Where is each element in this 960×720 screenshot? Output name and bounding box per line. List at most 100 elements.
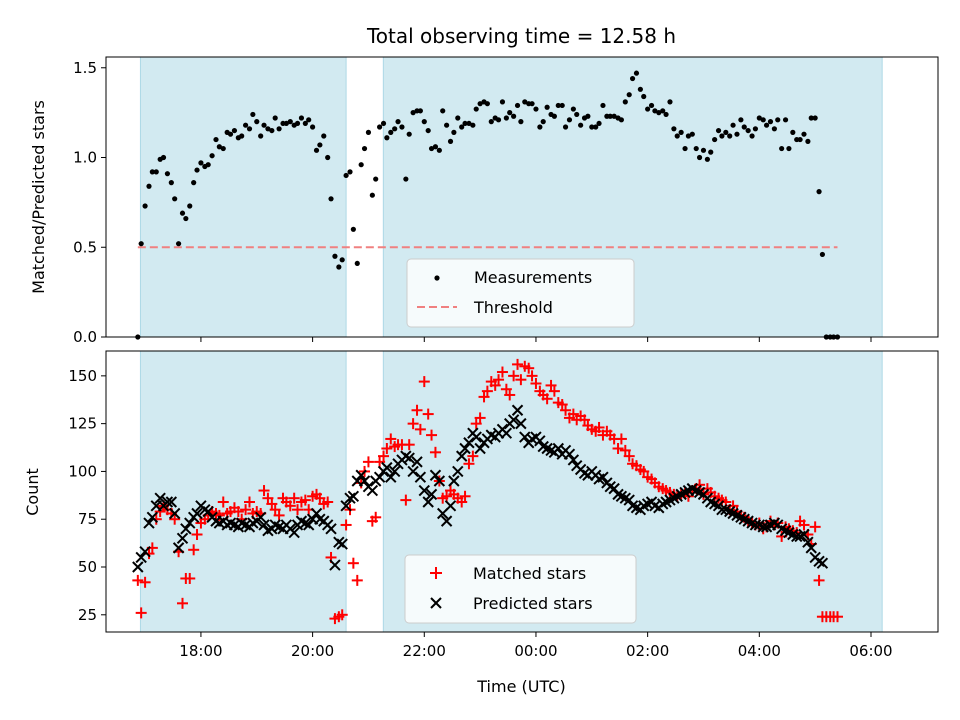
predicted-star-point (515, 417, 527, 430)
measurement-point (395, 119, 401, 125)
measurement-point (555, 102, 561, 109)
measurement-point (306, 117, 312, 123)
measurement-point (246, 126, 253, 132)
measurement-point (265, 126, 271, 132)
predicted-star-point (381, 461, 393, 474)
matched-star-point (541, 393, 553, 405)
measurement-point (138, 241, 144, 247)
measurement-point (779, 145, 785, 152)
measurement-point (566, 117, 573, 123)
measurement-point (499, 99, 506, 105)
legend-matched-marker (430, 567, 442, 579)
measurement-point (786, 145, 792, 152)
predicted-star-stroke (563, 448, 576, 460)
bottom-x-tick-label: 22:00 (403, 642, 446, 660)
predicted-star-stroke (578, 467, 591, 480)
matched-star-point (456, 496, 468, 508)
predicted-star-stroke (619, 492, 632, 504)
measurement-point (421, 119, 427, 125)
legend-predicted-label: Predicted stars (473, 594, 593, 613)
measurement-point (198, 160, 204, 166)
predicted-star-point (288, 526, 300, 539)
measurement-point (656, 110, 662, 116)
measurement-point (522, 99, 528, 105)
matched-star-point (385, 433, 397, 445)
matched-star-point (288, 492, 300, 504)
matched-star-point (407, 418, 419, 430)
predicted-star-point (448, 475, 460, 487)
matched-star-point (556, 399, 568, 411)
predicted-star-stroke (545, 444, 557, 457)
predicted-star-point (567, 454, 580, 466)
bottom-y-tick-label: 50 (78, 558, 97, 576)
matched-star-point (489, 379, 501, 391)
predicted-star-stroke (239, 519, 252, 531)
measurement-point (540, 119, 546, 125)
measurement-point (667, 99, 673, 105)
predicted-star-point (146, 511, 159, 524)
matched-star-point (299, 494, 311, 506)
predicted-star-point (165, 496, 178, 508)
measurement-point (417, 108, 423, 114)
measurement-point (574, 111, 580, 118)
measurement-point (325, 154, 331, 161)
matched-star-point (232, 506, 244, 518)
measurement-point (775, 117, 781, 123)
measurement-point (358, 162, 364, 168)
predicted-star-stroke (500, 427, 513, 439)
predicted-star-point (463, 437, 475, 449)
measurement-point (339, 257, 345, 263)
predicted-star-stroke (816, 557, 829, 569)
predicted-star-stroke (612, 488, 624, 501)
matched-star-point (411, 404, 423, 416)
predicted-star-point (425, 488, 438, 501)
predicted-star-stroke (708, 498, 721, 510)
predicted-star-stroke (534, 435, 546, 447)
predicted-star-stroke (705, 496, 717, 508)
measurement-point (377, 124, 383, 130)
predicted-star-stroke (228, 519, 241, 531)
bottom-y-tick-label: 125 (68, 415, 97, 433)
predicted-star-stroke (690, 484, 702, 497)
predicted-star-stroke (295, 515, 308, 527)
bottom-x-tick-label: 00:00 (514, 642, 557, 660)
matched-star-point (362, 456, 374, 468)
predicted-star-stroke (798, 528, 810, 541)
predicted-star-stroke (731, 509, 743, 522)
predicted-star-point (191, 507, 203, 520)
measurement-point (622, 99, 628, 105)
predicted-star-point (802, 536, 814, 548)
measurement-point (168, 180, 174, 186)
matched-star-point (493, 374, 505, 386)
measurement-point (462, 120, 468, 127)
predicted-star-point (180, 523, 192, 535)
measurement-point (410, 110, 416, 116)
predicted-star-point (403, 452, 415, 464)
top-y-tick-label: 1.0 (73, 149, 97, 167)
predicted-star-stroke (132, 561, 144, 573)
matched-star-point (496, 366, 508, 378)
predicted-star-stroke (325, 523, 337, 535)
matched-star-point (184, 572, 196, 584)
measurement-point (645, 106, 651, 112)
matched-star-point (292, 504, 304, 516)
legend-measurements-label: Measurements (474, 268, 592, 287)
predicted-star-point (325, 523, 337, 535)
measurement-point (749, 133, 755, 139)
predicted-star-point (418, 484, 430, 497)
predicted-star-stroke (168, 507, 181, 520)
predicted-star-stroke (738, 513, 750, 525)
predicted-star-point (258, 519, 270, 531)
matched-star-point (579, 414, 591, 426)
predicted-star-point (373, 471, 386, 483)
predicted-star-point (511, 404, 524, 416)
matched-star-point (512, 358, 524, 370)
matched-star-point (567, 408, 579, 420)
matched-star-point (322, 496, 334, 508)
bottom-y-tick-label: 25 (78, 606, 97, 624)
measurement-point (763, 122, 770, 128)
predicted-star-point (433, 475, 446, 487)
matched-star-point (545, 379, 557, 391)
matched-star-point (314, 492, 326, 504)
predicted-star-stroke (735, 511, 747, 524)
